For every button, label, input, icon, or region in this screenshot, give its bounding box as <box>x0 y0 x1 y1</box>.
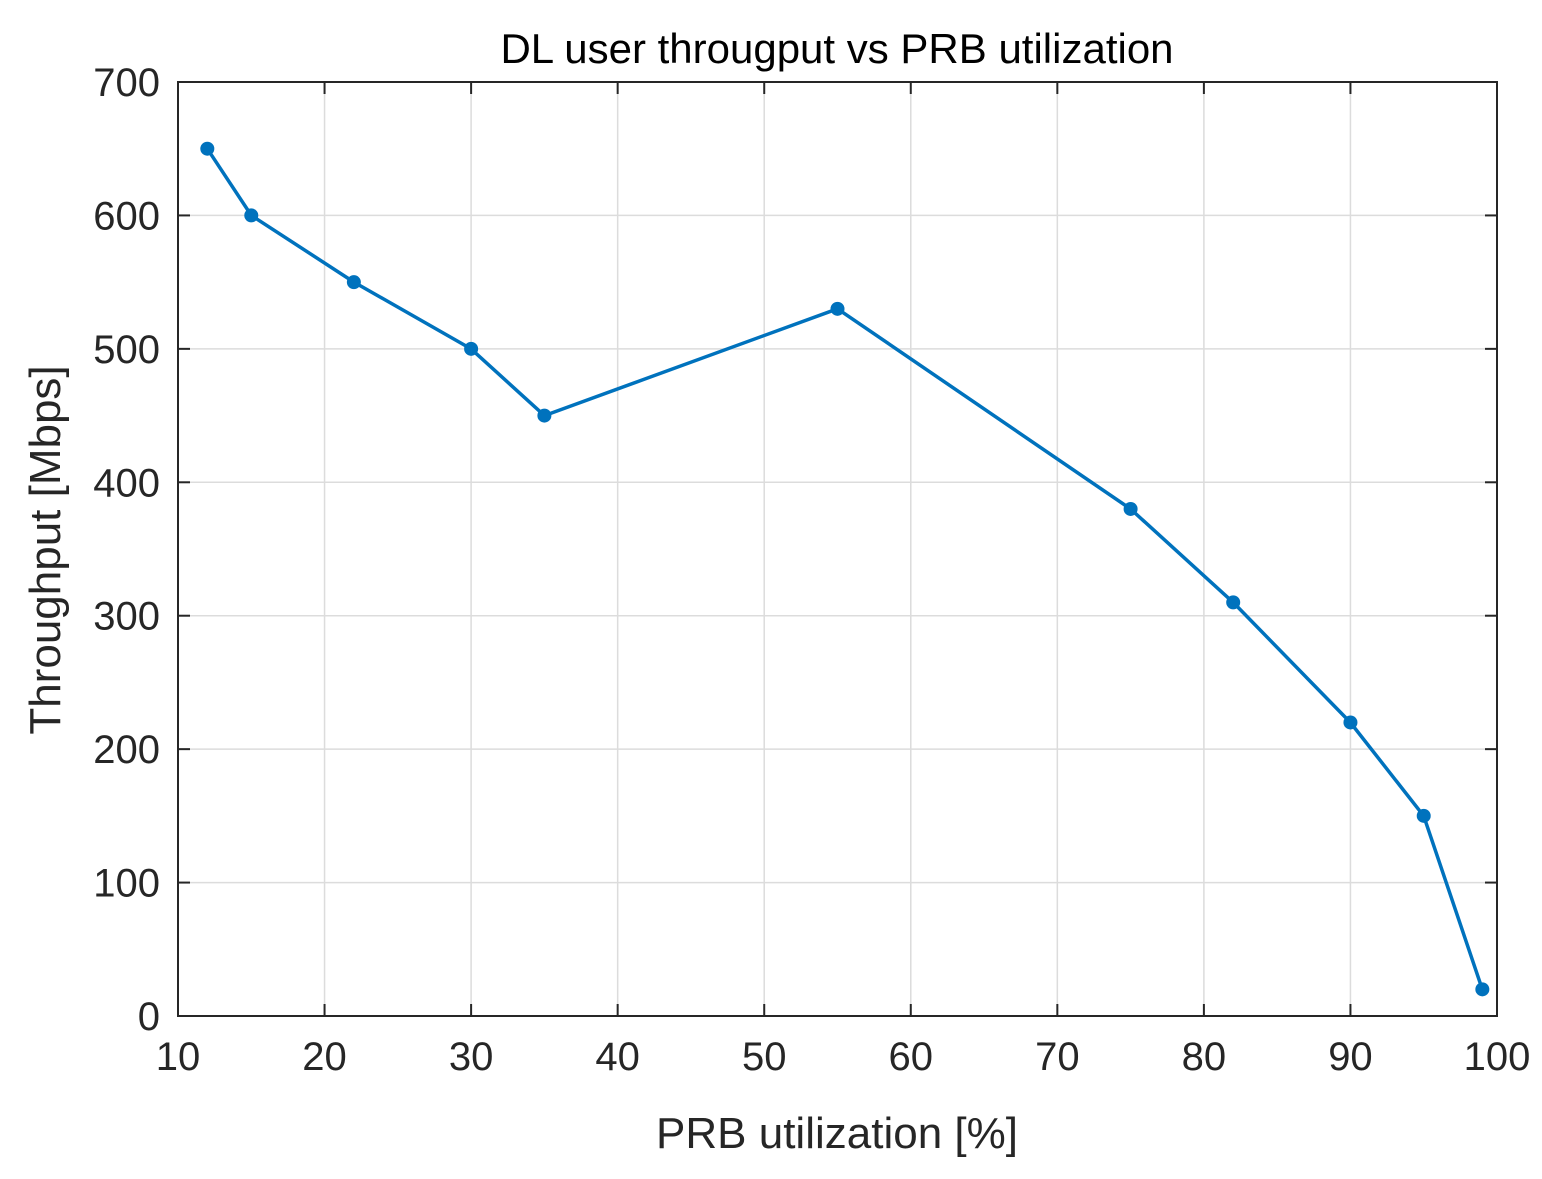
x-tick-label: 80 <box>1182 1035 1227 1079</box>
data-point <box>464 341 479 356</box>
data-point <box>200 141 215 156</box>
x-axis-title: PRB utilization [%] <box>656 1109 1018 1158</box>
data-point <box>1416 808 1431 823</box>
x-tick-label: 90 <box>1328 1035 1373 1079</box>
data-point <box>1343 715 1358 730</box>
x-tick-label: 20 <box>302 1035 347 1079</box>
series-line <box>205 146 1485 992</box>
y-tick-label: 400 <box>93 461 160 505</box>
ticks: 10 20 30 40 50 60 70 80 90 100 0 100 200 300 400 500 600… <box>93 61 1530 1079</box>
data-point <box>830 301 845 316</box>
chart-title: DL user througput vs PRB utilization <box>500 25 1173 72</box>
y-tick-label: 100 <box>93 862 160 906</box>
x-tick-label: 100 <box>1464 1035 1531 1079</box>
y-tick-label: 600 <box>93 194 160 238</box>
data-series <box>200 141 1490 997</box>
x-tick-label: 50 <box>742 1035 787 1079</box>
plot-area-border <box>177 81 1498 1017</box>
x-tick-label: 70 <box>1035 1035 1080 1079</box>
data-point <box>346 275 361 290</box>
data-point <box>1123 501 1138 516</box>
grid <box>177 81 1498 1017</box>
data-point <box>1226 595 1241 610</box>
x-tick-label: 10 <box>156 1035 201 1079</box>
y-tick-label: 700 <box>93 61 160 105</box>
y-tick-label: 200 <box>93 728 160 772</box>
y-tick-label: 0 <box>138 995 160 1039</box>
data-point <box>1475 982 1490 997</box>
data-point <box>244 208 259 223</box>
x-tick-label: 40 <box>595 1035 640 1079</box>
y-tick-label: 300 <box>93 595 160 639</box>
data-point <box>537 408 552 423</box>
y-axis-title: Throughput [Mbps] <box>21 365 70 734</box>
y-tick-label: 500 <box>93 328 160 372</box>
x-tick-label: 60 <box>889 1035 934 1079</box>
x-tick-label: 30 <box>449 1035 494 1079</box>
